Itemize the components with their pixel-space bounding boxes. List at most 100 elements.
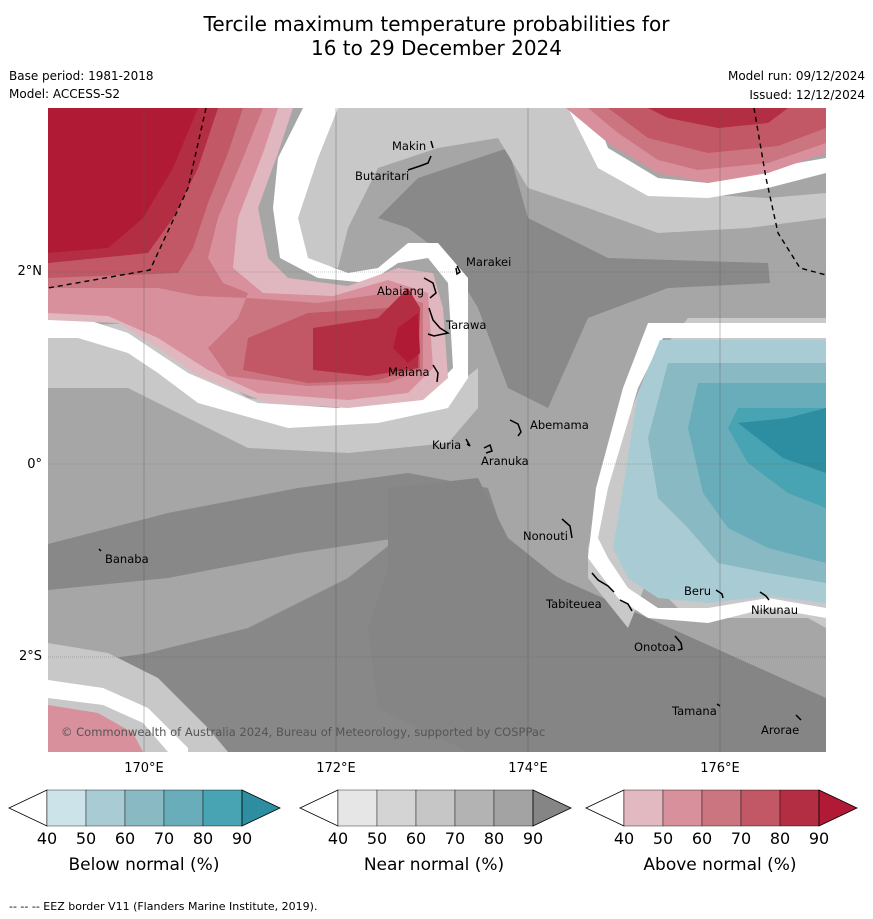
colorbar-extend-high bbox=[532, 789, 572, 827]
nonouti-outline bbox=[561, 518, 573, 539]
place-label-aranuka: Aranuka bbox=[481, 454, 529, 468]
eez-borders bbox=[48, 108, 826, 289]
colorbar-cell bbox=[740, 789, 781, 827]
copyright-notice: © Commonwealth of Australia 2024, Bureau… bbox=[61, 725, 545, 739]
colorbar-cell bbox=[124, 789, 165, 827]
maiana-outline bbox=[432, 364, 439, 383]
colorbar-extend-low bbox=[299, 789, 339, 827]
colorbar-extend-high bbox=[818, 789, 858, 827]
aranuka-outline bbox=[483, 443, 493, 454]
above-normal-nw-90 bbox=[48, 108, 420, 363]
lat-label-2s: 2°S bbox=[18, 649, 42, 664]
above-normal-sw-50 bbox=[48, 705, 143, 752]
white-band-northeast bbox=[568, 108, 826, 198]
probability-map: Makin Butaritari Marakei Abaiang Tarawa … bbox=[48, 108, 826, 752]
nikunau-outline bbox=[759, 591, 770, 601]
eez-footnote: -- -- -- EEZ border V11 (Flanders Marine… bbox=[9, 900, 318, 913]
colorbar-near-normal-label: Near normal (%) bbox=[363, 855, 505, 875]
banaba-outline bbox=[98, 548, 102, 552]
lon-label-170e: 170°E bbox=[124, 761, 164, 776]
colorbar-cell bbox=[701, 789, 742, 827]
place-label-beru: Beru bbox=[684, 584, 711, 598]
colorbar-tick-label: 90 bbox=[232, 829, 252, 846]
place-label-tabiteuea: Tabiteuea bbox=[545, 597, 602, 611]
colorbar-tick-label: 70 bbox=[731, 829, 751, 846]
colorbar-cell bbox=[415, 789, 456, 827]
colorbar-cell bbox=[46, 789, 87, 827]
colorbar-tick-label: 70 bbox=[445, 829, 465, 846]
colorbar-cell bbox=[163, 789, 204, 827]
eez-border-east bbox=[753, 108, 826, 276]
base-period-text: Base period: 1981-2018 bbox=[9, 69, 154, 83]
white-band-southwest bbox=[48, 680, 188, 752]
colorbar-strip: 40 50 60 70 80 90 40 50 60 70 80 90 40 50 60 70 80 90 bbox=[8, 789, 858, 846]
beru-outline bbox=[715, 589, 724, 599]
colorbar-near-normal: 40 50 60 70 80 90 bbox=[299, 789, 572, 846]
near-normal-high-north bbox=[378, 148, 770, 408]
colorbar-cell bbox=[376, 789, 417, 827]
place-label-abemama: Abemama bbox=[530, 418, 589, 432]
place-label-marakei: Marakei bbox=[466, 255, 511, 269]
lat-label-2n: 2°N bbox=[17, 264, 43, 279]
place-label-kuria: Kuria bbox=[432, 438, 461, 452]
model-run-text: Model run: 09/12/2024 bbox=[727, 69, 865, 83]
tarawa-outline bbox=[427, 307, 450, 337]
colorbar-cell bbox=[662, 789, 703, 827]
tamana-outline bbox=[716, 703, 721, 707]
place-label-maiana: Maiana bbox=[388, 365, 430, 379]
colorbar-cell bbox=[337, 789, 378, 827]
colorbar-tick-label: 40 bbox=[37, 829, 57, 846]
colorbar-cell bbox=[454, 789, 495, 827]
lon-label-172e: 172°E bbox=[316, 761, 356, 776]
colorbar-cell bbox=[202, 789, 243, 827]
arorae-outline bbox=[795, 714, 802, 721]
colorbar-tick-label: 60 bbox=[692, 829, 712, 846]
map-title-line-2: 16 to 29 December 2024 bbox=[310, 36, 562, 60]
colorbar-extend-low bbox=[8, 789, 48, 827]
colorbar-above-normal: 40 50 60 70 80 90 bbox=[585, 789, 858, 846]
lat-label-0: 0° bbox=[27, 457, 42, 472]
colorbar-tick-label: 60 bbox=[406, 829, 426, 846]
place-label-butaritari: Butaritari bbox=[355, 169, 409, 183]
colorbar-below-normal: 40 50 60 70 80 90 bbox=[8, 789, 281, 846]
lon-label-176e: 176°E bbox=[700, 761, 740, 776]
colorbar-tick-label: 50 bbox=[367, 829, 387, 846]
map-title-line-1: Tercile maximum temperature probabilitie… bbox=[203, 12, 670, 36]
place-label-nikunau: Nikunau bbox=[751, 603, 798, 617]
above-normal-ne-80 bbox=[648, 108, 788, 128]
colorbar-below-normal-label: Below normal (%) bbox=[68, 855, 220, 875]
abaiang-outline bbox=[423, 277, 437, 299]
colorbar-cell bbox=[85, 789, 126, 827]
colorbar-tick-label: 90 bbox=[809, 829, 829, 846]
below-normal-80 bbox=[738, 408, 826, 473]
colorbar-tick-label: 60 bbox=[115, 829, 135, 846]
place-label-abaiang: Abaiang bbox=[377, 284, 424, 298]
near-normal-low-halo-north bbox=[278, 108, 826, 268]
colorbar-tick-label: 80 bbox=[193, 829, 213, 846]
place-label-makin: Makin bbox=[392, 139, 426, 153]
colorbar-cell bbox=[493, 789, 534, 827]
model-text: Model: ACCESS-S2 bbox=[9, 87, 121, 101]
colorbar-tick-label: 80 bbox=[484, 829, 504, 846]
island-outlines bbox=[98, 140, 802, 721]
eez-border-west bbox=[48, 108, 207, 289]
place-label-arorae: Arorae bbox=[761, 723, 799, 737]
colorbar-cell bbox=[779, 789, 820, 827]
colorbar-tick-label: 50 bbox=[76, 829, 96, 846]
map-gridlines bbox=[48, 108, 826, 752]
abemama-outline bbox=[509, 419, 522, 437]
marakei-outline bbox=[455, 265, 461, 276]
colorbar-above-normal-label: Above normal (%) bbox=[643, 855, 797, 875]
kuria-outline bbox=[465, 438, 471, 447]
colorbar-extend-low bbox=[585, 789, 625, 827]
colorbar-cell bbox=[623, 789, 664, 827]
probability-map-canvas: Makin Butaritari Marakei Abaiang Tarawa … bbox=[48, 108, 826, 752]
colorbar-tick-label: 40 bbox=[328, 829, 348, 846]
place-label-tamana: Tamana bbox=[671, 704, 717, 718]
issued-text: Issued: 12/12/2024 bbox=[749, 88, 865, 102]
place-label-tarawa: Tarawa bbox=[445, 318, 486, 332]
tabiteuea-outline bbox=[591, 572, 633, 612]
place-label-onotoa: Onotoa bbox=[634, 640, 676, 654]
colorbar-tick-label: 50 bbox=[653, 829, 673, 846]
colorbar-tick-label: 40 bbox=[614, 829, 634, 846]
